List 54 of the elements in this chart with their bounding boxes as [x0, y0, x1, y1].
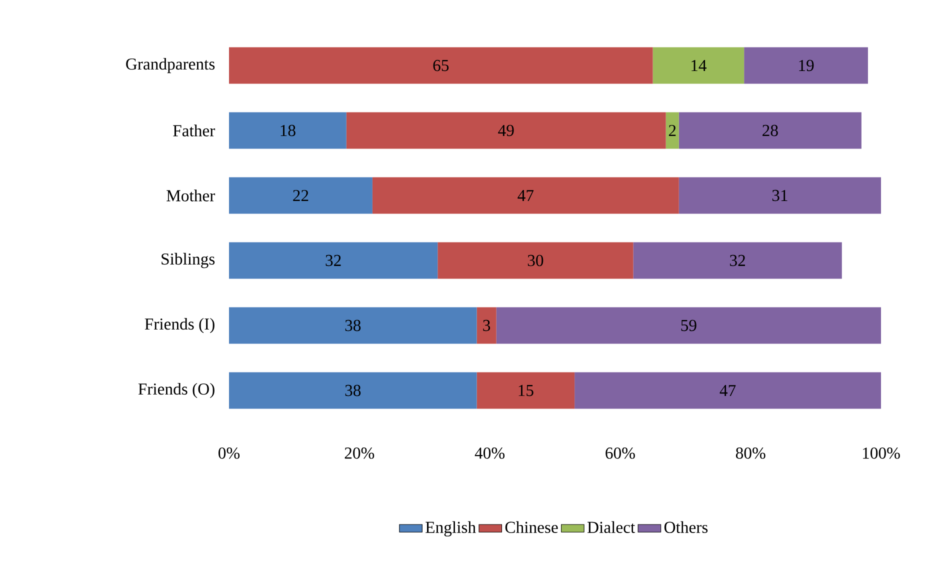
y-tick-label: Grandparents [126, 58, 215, 74]
data-label: 38 [345, 384, 361, 396]
data-label: 2 [668, 124, 676, 136]
bar [633, 242, 842, 279]
data-label: 47 [518, 190, 534, 201]
bar [574, 372, 882, 409]
data-label: 31 [772, 190, 788, 202]
x-tick-label: 0% [218, 447, 240, 459]
data-label: 22 [293, 190, 308, 202]
data-label: 49 [498, 124, 514, 136]
x-tick-label: 80% [736, 447, 766, 459]
bar [229, 47, 653, 84]
y-tick-label: Siblings [162, 252, 215, 268]
bar [346, 112, 666, 149]
bar [678, 177, 882, 214]
y-tick-label: Father [173, 124, 216, 136]
legend-label: English [426, 521, 476, 536]
bar [476, 307, 496, 344]
data-label: 32 [326, 254, 341, 266]
data-label: 38 [345, 320, 361, 332]
bar [476, 372, 575, 409]
x-tick-label: 40% [474, 447, 505, 459]
bar [678, 112, 862, 149]
bar [229, 177, 372, 214]
legend-label: Others [664, 521, 708, 534]
data-label: 30 [528, 254, 544, 266]
data-label: 14 [692, 60, 707, 72]
bar [372, 177, 679, 214]
bar [652, 47, 744, 84]
x-tick-label: 20% [344, 447, 374, 459]
data-label: 18 [280, 124, 296, 136]
x-tick-label: 60% [606, 447, 635, 459]
bar [744, 47, 868, 84]
data-label: 47 [720, 385, 736, 396]
data-label: 19 [799, 60, 814, 72]
bar [496, 307, 882, 344]
data-label: 3 [483, 320, 490, 332]
data-label: 15 [518, 384, 534, 396]
bar [666, 112, 679, 149]
y-tick-label: Mother [166, 190, 216, 202]
legend-label: Chinese [505, 521, 558, 534]
data-label: 59 [681, 320, 696, 332]
data-label: 65 [433, 60, 449, 72]
bar [229, 307, 477, 344]
bar [229, 242, 438, 279]
bar [229, 372, 477, 409]
legend-label: Dialect [587, 521, 636, 534]
data-label: 28 [762, 124, 778, 136]
bar [438, 242, 634, 279]
bar [229, 112, 346, 149]
y-tick-label: Friends (O) [138, 382, 214, 398]
data-label: 32 [730, 254, 745, 266]
x-tick-label: 100% [863, 447, 900, 459]
y-tick-label: Friends (I) [144, 318, 214, 334]
